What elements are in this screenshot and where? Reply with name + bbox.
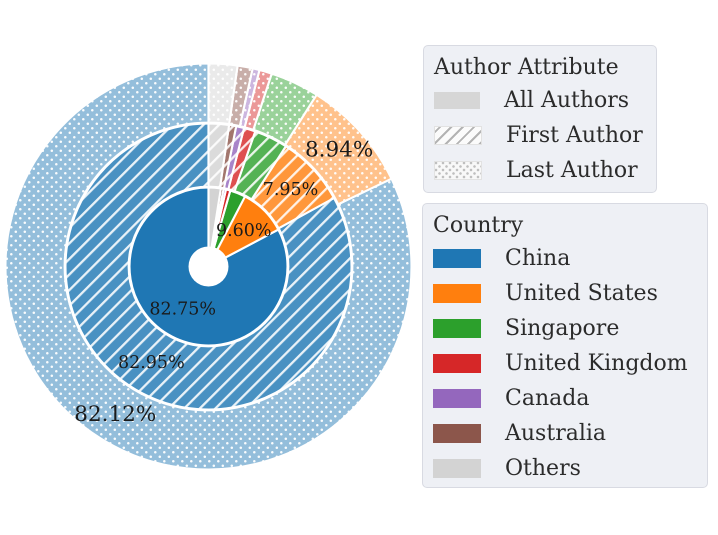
percent-label-first-author-china: 82.95% (118, 353, 185, 373)
legend-item-canada: Canada (433, 381, 695, 416)
percent-label-first-author-united-states: 7.95% (263, 180, 319, 200)
legend-country: Country China United States Singapore Un… (422, 203, 708, 488)
last-author-swatch (434, 161, 482, 180)
all-authors-swatch (434, 92, 480, 109)
percent-label-last-author-united-states: 8.94% (305, 138, 373, 163)
legend-author-attribute: Author Attribute All Authors First Autho… (423, 45, 657, 193)
legend-item-singapore: Singapore (433, 311, 695, 346)
australia-swatch (433, 424, 481, 443)
percent-label-all-authors-united-states: 9.60% (216, 221, 272, 241)
legend-item-china: China (433, 241, 695, 276)
singapore-swatch (433, 319, 481, 338)
legend-item-united-states: United States (433, 276, 695, 311)
percent-label-last-author-china: 82.12% (74, 402, 156, 427)
donut-hole (188, 246, 229, 287)
canada-swatch (433, 389, 481, 408)
china-swatch (433, 249, 481, 268)
legend-item-others: Others (433, 451, 695, 486)
legend-item-last-author: Last Author (434, 153, 644, 188)
legend-item-first-author: First Author (434, 118, 644, 153)
legend-item-australia: Australia (433, 416, 695, 451)
legend-item-united-kingdom: United Kingdom (433, 346, 695, 381)
legend-item-all-authors: All Authors (434, 83, 644, 118)
percent-label-all-authors-china: 82.75% (149, 299, 216, 319)
legend-author-title: Author Attribute (434, 55, 619, 80)
united-states-swatch (433, 284, 481, 303)
others-swatch (433, 459, 481, 478)
first-author-swatch (434, 126, 482, 145)
united-kingdom-swatch (433, 354, 481, 373)
legend-country-title: Country (433, 213, 524, 238)
